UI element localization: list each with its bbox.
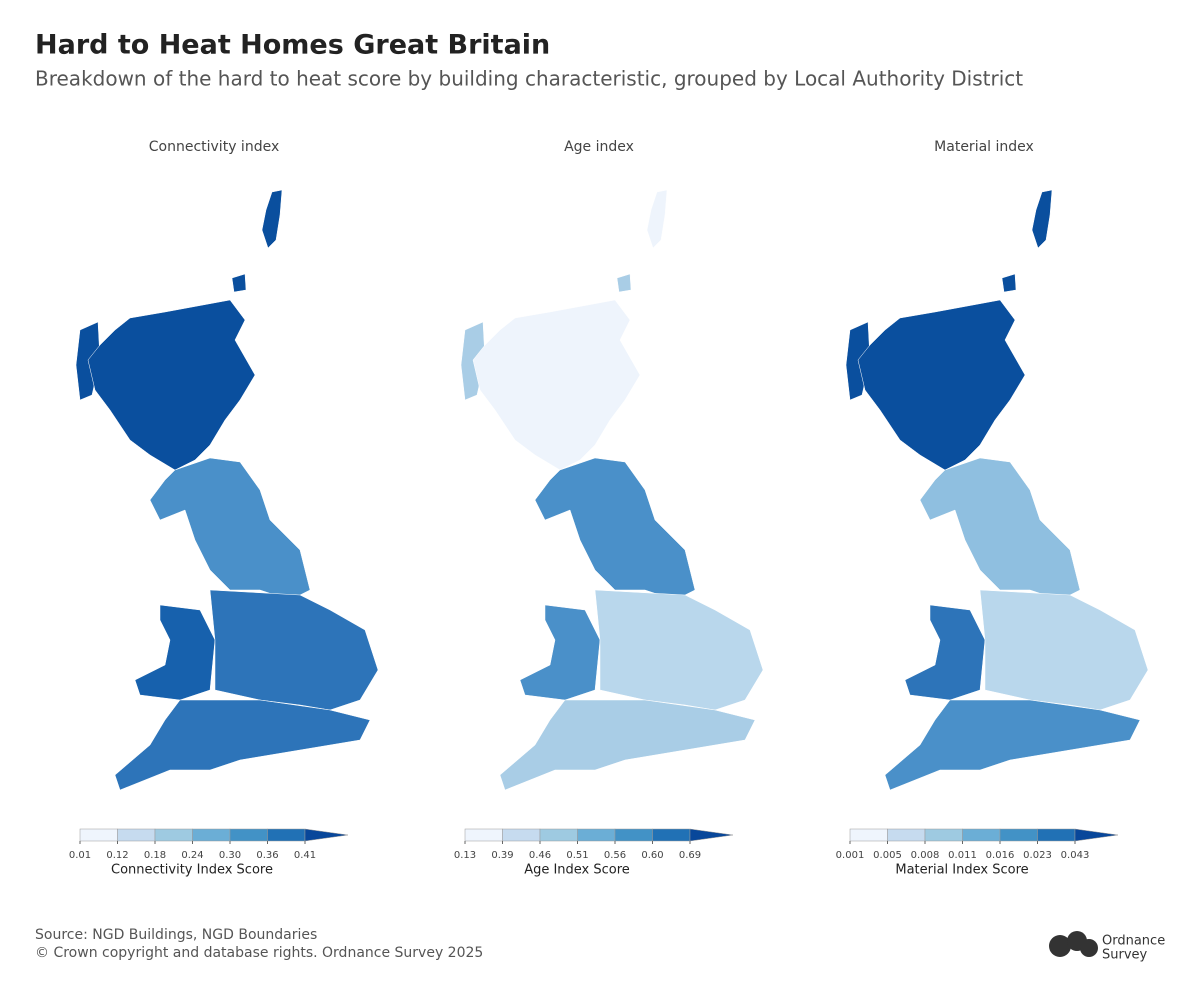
map-region [979,589,1149,711]
legend-swatch [999,828,1038,842]
legend-tick-label: 0.01 [69,850,91,861]
legend-tick-label: 0.24 [181,850,203,861]
map-region [1001,273,1017,293]
map-region [134,604,216,701]
legend-tick-label: 0.001 [836,850,865,861]
legend-swatch [652,828,691,842]
panel-title: Age index [564,139,634,155]
legend-tick-label: 0.56 [604,850,626,861]
legend-arrow [689,828,734,842]
panel-title: Material index [934,139,1034,155]
map-region [472,299,641,471]
map-region [919,457,1081,601]
map-region [499,699,756,791]
legend-tick-label: 0.69 [679,850,701,861]
legend-tick-label: 0.023 [1023,850,1052,861]
legend-swatch [1037,828,1076,842]
panel-title: Connectivity index [149,139,279,155]
legend-tick-label: 0.60 [641,850,663,861]
map-region [149,457,311,601]
legend-swatch [229,828,268,842]
legend-tick-label: 0.12 [106,850,128,861]
map-region [114,699,371,791]
legend-arrow [1074,828,1119,842]
legend-arrow [304,828,349,842]
legend-tick-label: 0.41 [294,850,316,861]
legend-swatch [577,828,616,842]
legend-tick-label: 0.043 [1061,850,1090,861]
map-region [884,699,1141,791]
legend-swatch [887,828,926,842]
legend-title: Connectivity Index Score [111,863,273,878]
copyright: © Crown copyright and database rights. O… [35,945,483,961]
legend-tick-label: 0.005 [873,850,902,861]
logo-text: Ordnance [1102,934,1165,949]
legend-swatch [79,828,118,842]
legend-tick-label: 0.18 [144,850,166,861]
legend-swatch [539,828,578,842]
legend-swatch [502,828,541,842]
map-region [261,189,283,249]
map-region [904,604,986,701]
legend-tick-label: 0.36 [256,850,278,861]
logo-text: Survey [1102,948,1148,963]
legend-swatch [962,828,1001,842]
subtitle: Breakdown of the hard to heat score by b… [35,67,1023,91]
source: Source: NGD Buildings, NGD Boundaries [35,927,317,943]
legend-tick-label: 0.51 [566,850,588,861]
title: Hard to Heat Homes Great Britain [35,30,550,61]
map-region [857,299,1026,471]
legend-swatch [464,828,503,842]
map-region [616,273,632,293]
legend-swatch [614,828,653,842]
legend-tick-label: 0.39 [491,850,513,861]
legend-tick-label: 0.008 [911,850,940,861]
legend-swatch [154,828,193,842]
map-region [646,189,668,249]
legend-swatch [849,828,888,842]
legend-tick-label: 0.30 [219,850,241,861]
legend-tick-label: 0.46 [529,850,551,861]
map-region [534,457,696,601]
legend-swatch [924,828,963,842]
legend-tick-label: 0.13 [454,850,476,861]
legend-swatch [117,828,156,842]
legend-title: Material Index Score [895,863,1028,878]
map-region [231,273,247,293]
map-region [1031,189,1053,249]
legend-swatch [267,828,306,842]
map-region [87,299,256,471]
legend-tick-label: 0.011 [948,850,977,861]
map-region [209,589,379,711]
map-region [519,604,601,701]
logo-icon [1049,931,1098,957]
map-region [594,589,764,711]
legend-tick-label: 0.016 [986,850,1015,861]
legend-title: Age Index Score [524,863,630,878]
legend-swatch [192,828,231,842]
